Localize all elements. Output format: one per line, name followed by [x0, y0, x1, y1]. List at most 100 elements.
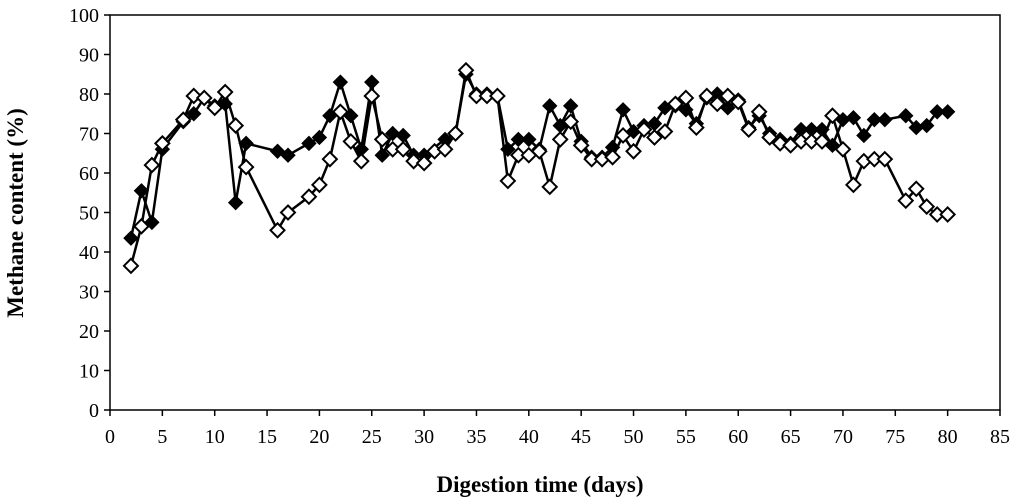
filled-diamond-marker	[311, 129, 328, 146]
filled-diamond-marker	[845, 109, 862, 126]
x-axis-ticks: 0 5 10 15 20 25 30 35 40 45 50 55 60 65 70 75 80 85	[105, 410, 1010, 448]
y-tick-label: 90	[79, 45, 99, 67]
open-diamond-marker	[206, 99, 224, 117]
filled-diamond-marker	[395, 127, 411, 144]
open-diamond-marker	[321, 150, 339, 168]
y-axis-ticks: 0 10 20 30 40 50 60 70 80 90 100	[69, 5, 110, 422]
y-tick-label: 10	[79, 361, 99, 383]
open-diamond-marker	[373, 131, 391, 148]
x-tick-label: 70	[833, 426, 853, 448]
x-tick-label: 75	[885, 426, 905, 448]
open-diamond-marker	[300, 188, 318, 206]
x-tick-label: 20	[309, 426, 329, 448]
open-diamond-marker	[310, 176, 328, 194]
y-axis-title: Methane content (%)	[3, 108, 28, 318]
filled-diamond-marker	[301, 135, 317, 152]
open-diamond-marker	[436, 140, 454, 158]
open-diamond-marker	[876, 150, 894, 168]
open-diamond-marker	[939, 206, 957, 223]
filled-diamond-marker	[866, 111, 883, 128]
open-diamond-marker	[447, 125, 464, 142]
open-diamond-marker	[216, 83, 234, 101]
open-diamond-marker	[122, 257, 140, 275]
open-diamond-marker	[562, 113, 580, 131]
open-diamond-marker	[394, 140, 412, 158]
open-diamond-marker	[698, 87, 716, 105]
filled-diamond-marker	[238, 135, 254, 152]
filled-diamond-marker	[918, 117, 935, 134]
open-diamond-marker	[405, 152, 423, 170]
open-diamond-marker	[813, 132, 831, 150]
open-diamond-marker	[457, 61, 475, 79]
filled-diamond-marker	[542, 98, 558, 114]
open-diamond-marker	[499, 172, 517, 190]
open-diamond-marker	[834, 140, 852, 158]
x-tick-label: 0	[105, 426, 115, 448]
open-diamond-marker	[666, 95, 684, 113]
x-tick-label: 5	[157, 426, 167, 448]
plot-frame	[109, 14, 1001, 411]
filled-diamond-marker	[562, 98, 579, 114]
y-tick-label: 50	[79, 203, 99, 225]
y-tick-label: 20	[79, 321, 99, 343]
series-layer	[122, 61, 957, 275]
open-diamond-marker	[227, 117, 245, 135]
x-tick-label: 60	[728, 426, 748, 448]
open-diamond-marker	[687, 119, 705, 136]
x-tick-label: 50	[624, 426, 644, 448]
open-diamond-marker	[352, 152, 370, 170]
x-axis-title: Digestion time (days)	[437, 472, 644, 497]
x-tick-label: 30	[414, 426, 434, 448]
open-diamond-marker	[656, 123, 674, 140]
open-diamond-marker	[771, 134, 789, 152]
plot-area-border	[109, 14, 1001, 411]
open-diamond-marker	[677, 89, 695, 107]
open-diamond-marker	[331, 103, 349, 121]
open-diamond-marker	[719, 87, 737, 105]
y-tick-label: 40	[79, 242, 99, 264]
filled-diamond-marker	[364, 74, 380, 90]
open-diamond-marker	[153, 134, 171, 152]
x-tick-label: 35	[466, 426, 486, 448]
filled-diamond-marker	[227, 194, 244, 211]
filled-diamond-marker	[877, 111, 893, 128]
x-tick-label: 45	[571, 426, 591, 448]
filled-diamond-marker	[615, 102, 631, 118]
y-tick-label: 70	[79, 124, 99, 146]
open-diamond-marker	[604, 148, 622, 166]
open-diamond-marker	[279, 204, 297, 221]
x-tick-label: 85	[990, 426, 1010, 448]
open-diamond-marker	[635, 121, 653, 138]
x-tick-label: 40	[519, 426, 539, 448]
open-diamond-marker	[729, 93, 747, 111]
open-diamond-marker	[269, 221, 286, 239]
y-tick-label: 0	[89, 400, 99, 422]
filled-diamond-marker	[280, 147, 296, 163]
filled-diamond-marker	[374, 147, 390, 163]
x-tick-label: 55	[676, 426, 696, 448]
open-diamond-marker	[646, 129, 663, 146]
filled-diamond-marker	[384, 125, 401, 142]
open-diamond-marker	[750, 103, 768, 121]
y-tick-label: 60	[79, 163, 99, 185]
y-tick-label: 80	[79, 84, 99, 106]
x-tick-label: 15	[257, 426, 277, 448]
filled-diamond-marker	[521, 131, 537, 148]
open-diamond-marker	[530, 142, 548, 160]
open-diamond-marker	[824, 107, 841, 125]
open-diamond-marker	[918, 198, 936, 215]
y-tick-label: 100	[69, 5, 99, 27]
y-tick-label: 30	[79, 282, 99, 304]
filled-diamond-marker	[939, 104, 956, 120]
open-diamond-marker	[541, 178, 559, 196]
open-diamond-marker	[844, 176, 862, 194]
open-diamond-marker	[761, 129, 779, 146]
open-diamond-marker	[625, 142, 642, 160]
open-diamond-marker	[143, 156, 161, 174]
open-diamond-marker	[132, 217, 150, 235]
open-diamond-marker	[572, 136, 590, 154]
series-1	[122, 61, 957, 275]
open-diamond-marker	[195, 89, 213, 107]
x-tick-label: 25	[362, 426, 382, 448]
